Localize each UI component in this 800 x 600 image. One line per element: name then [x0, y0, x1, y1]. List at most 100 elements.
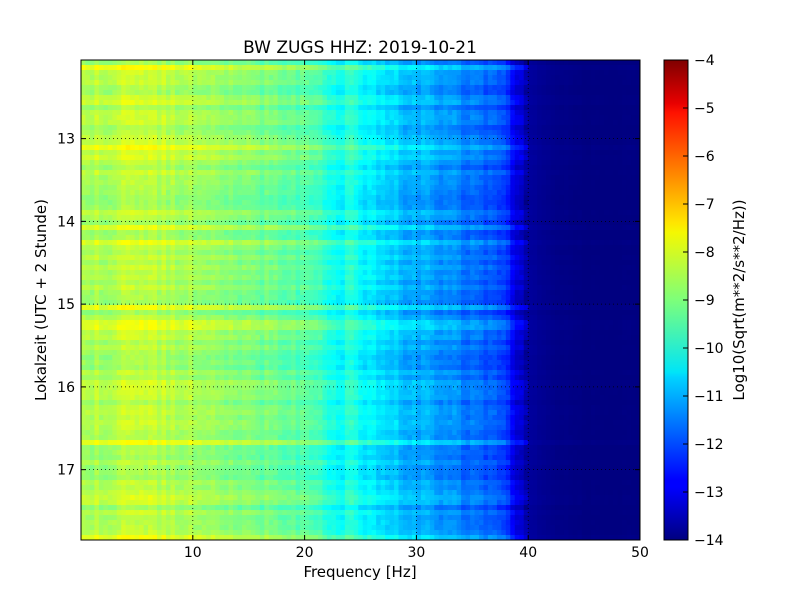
heatmap-cell — [291, 80, 297, 86]
heatmap-cell — [304, 370, 310, 376]
heatmap-cell — [125, 530, 131, 536]
heatmap-cell — [152, 525, 158, 531]
heatmap-cell — [255, 530, 261, 536]
heatmap-cell — [233, 225, 239, 231]
heatmap-cell — [174, 445, 180, 451]
heatmap-cell — [300, 355, 306, 361]
heatmap-cell — [264, 505, 270, 511]
heatmap-cell — [237, 250, 243, 256]
heatmap-cell — [125, 415, 131, 421]
heatmap-cell — [264, 105, 270, 111]
heatmap-cell — [268, 80, 274, 86]
heatmap-cell — [143, 465, 149, 471]
heatmap-cell — [121, 170, 127, 176]
heatmap-cell — [250, 265, 257, 271]
heatmap-cell — [215, 410, 221, 416]
heatmap-cell — [201, 60, 207, 66]
heatmap-cell — [241, 70, 248, 76]
heatmap-cell — [201, 290, 207, 296]
heatmap-cell — [304, 205, 310, 211]
heatmap-cell — [237, 520, 243, 526]
heatmap-cell — [165, 520, 172, 526]
heatmap-cell — [250, 215, 257, 221]
heatmap-cell — [268, 480, 274, 486]
heatmap-cell — [121, 135, 127, 141]
heatmap-cell — [268, 325, 274, 331]
heatmap-cell — [241, 460, 248, 466]
heatmap-cell — [228, 410, 234, 416]
heatmap-cell — [107, 290, 113, 296]
heatmap-cell — [98, 145, 104, 151]
heatmap-cell — [165, 300, 172, 306]
heatmap-cell — [148, 135, 154, 141]
heatmap-cell — [295, 225, 301, 231]
heatmap-cell — [125, 425, 131, 431]
heatmap-cell — [241, 380, 248, 386]
heatmap-cell — [219, 185, 225, 191]
heatmap-cell — [268, 285, 274, 291]
heatmap-cell — [157, 420, 163, 426]
heatmap-cell — [152, 310, 158, 316]
heatmap-cell — [165, 250, 172, 256]
heatmap-cell — [134, 435, 140, 441]
heatmap-cell — [139, 495, 145, 501]
heatmap-cell — [139, 275, 145, 281]
heatmap-cell — [192, 310, 198, 316]
heatmap-cell — [139, 180, 145, 186]
heatmap-cell — [125, 465, 131, 471]
heatmap-cell — [304, 270, 310, 276]
heatmap-cell — [259, 225, 265, 231]
heatmap-cell — [273, 185, 279, 191]
heatmap-cell — [188, 485, 194, 491]
heatmap-cell — [125, 305, 131, 311]
heatmap-cell — [304, 445, 310, 451]
heatmap-cell — [259, 195, 265, 201]
heatmap-cell — [121, 270, 127, 276]
heatmap-cell — [259, 65, 265, 71]
heatmap-cell — [291, 375, 297, 381]
heatmap-cell — [291, 455, 297, 461]
heatmap-cell — [219, 70, 225, 76]
heatmap-cell — [139, 65, 145, 71]
heatmap-cell — [291, 535, 297, 540]
heatmap-cell — [130, 305, 136, 311]
heatmap-cell — [103, 250, 109, 256]
heatmap-cell — [161, 440, 167, 446]
heatmap-cell — [206, 365, 212, 371]
heatmap-cell — [174, 190, 180, 196]
heatmap-cell — [309, 385, 315, 391]
heatmap-cell — [161, 230, 167, 236]
heatmap-cell — [215, 435, 221, 441]
heatmap-cell — [85, 440, 91, 446]
heatmap-cell — [250, 175, 257, 181]
heatmap-cell — [291, 285, 297, 291]
heatmap-cell — [228, 335, 234, 341]
heatmap-cell — [89, 430, 96, 436]
heatmap-cell — [183, 305, 189, 311]
heatmap-cell — [174, 490, 180, 496]
heatmap-cell — [85, 170, 91, 176]
heatmap-cell — [273, 220, 279, 226]
heatmap-cell — [286, 475, 292, 481]
heatmap-cell — [228, 475, 234, 481]
heatmap-cell — [139, 210, 145, 216]
heatmap-cell — [210, 115, 216, 121]
heatmap-cell — [215, 190, 221, 196]
heatmap-cell — [233, 215, 239, 221]
heatmap-cell — [192, 365, 198, 371]
heatmap-cell — [161, 175, 167, 181]
heatmap-cell — [250, 125, 257, 131]
heatmap-cell — [192, 215, 198, 221]
heatmap-cell — [241, 220, 248, 226]
heatmap-cell — [246, 465, 252, 471]
heatmap-cell — [148, 505, 154, 511]
heatmap-cell — [85, 95, 91, 101]
heatmap-cell — [295, 315, 301, 321]
heatmap-cell — [309, 475, 315, 481]
heatmap-cell — [237, 75, 243, 81]
heatmap-cell — [291, 350, 297, 356]
heatmap-cell — [179, 290, 185, 296]
heatmap-cell — [103, 470, 109, 476]
heatmap-cell — [215, 230, 221, 236]
heatmap-cell — [139, 445, 145, 451]
